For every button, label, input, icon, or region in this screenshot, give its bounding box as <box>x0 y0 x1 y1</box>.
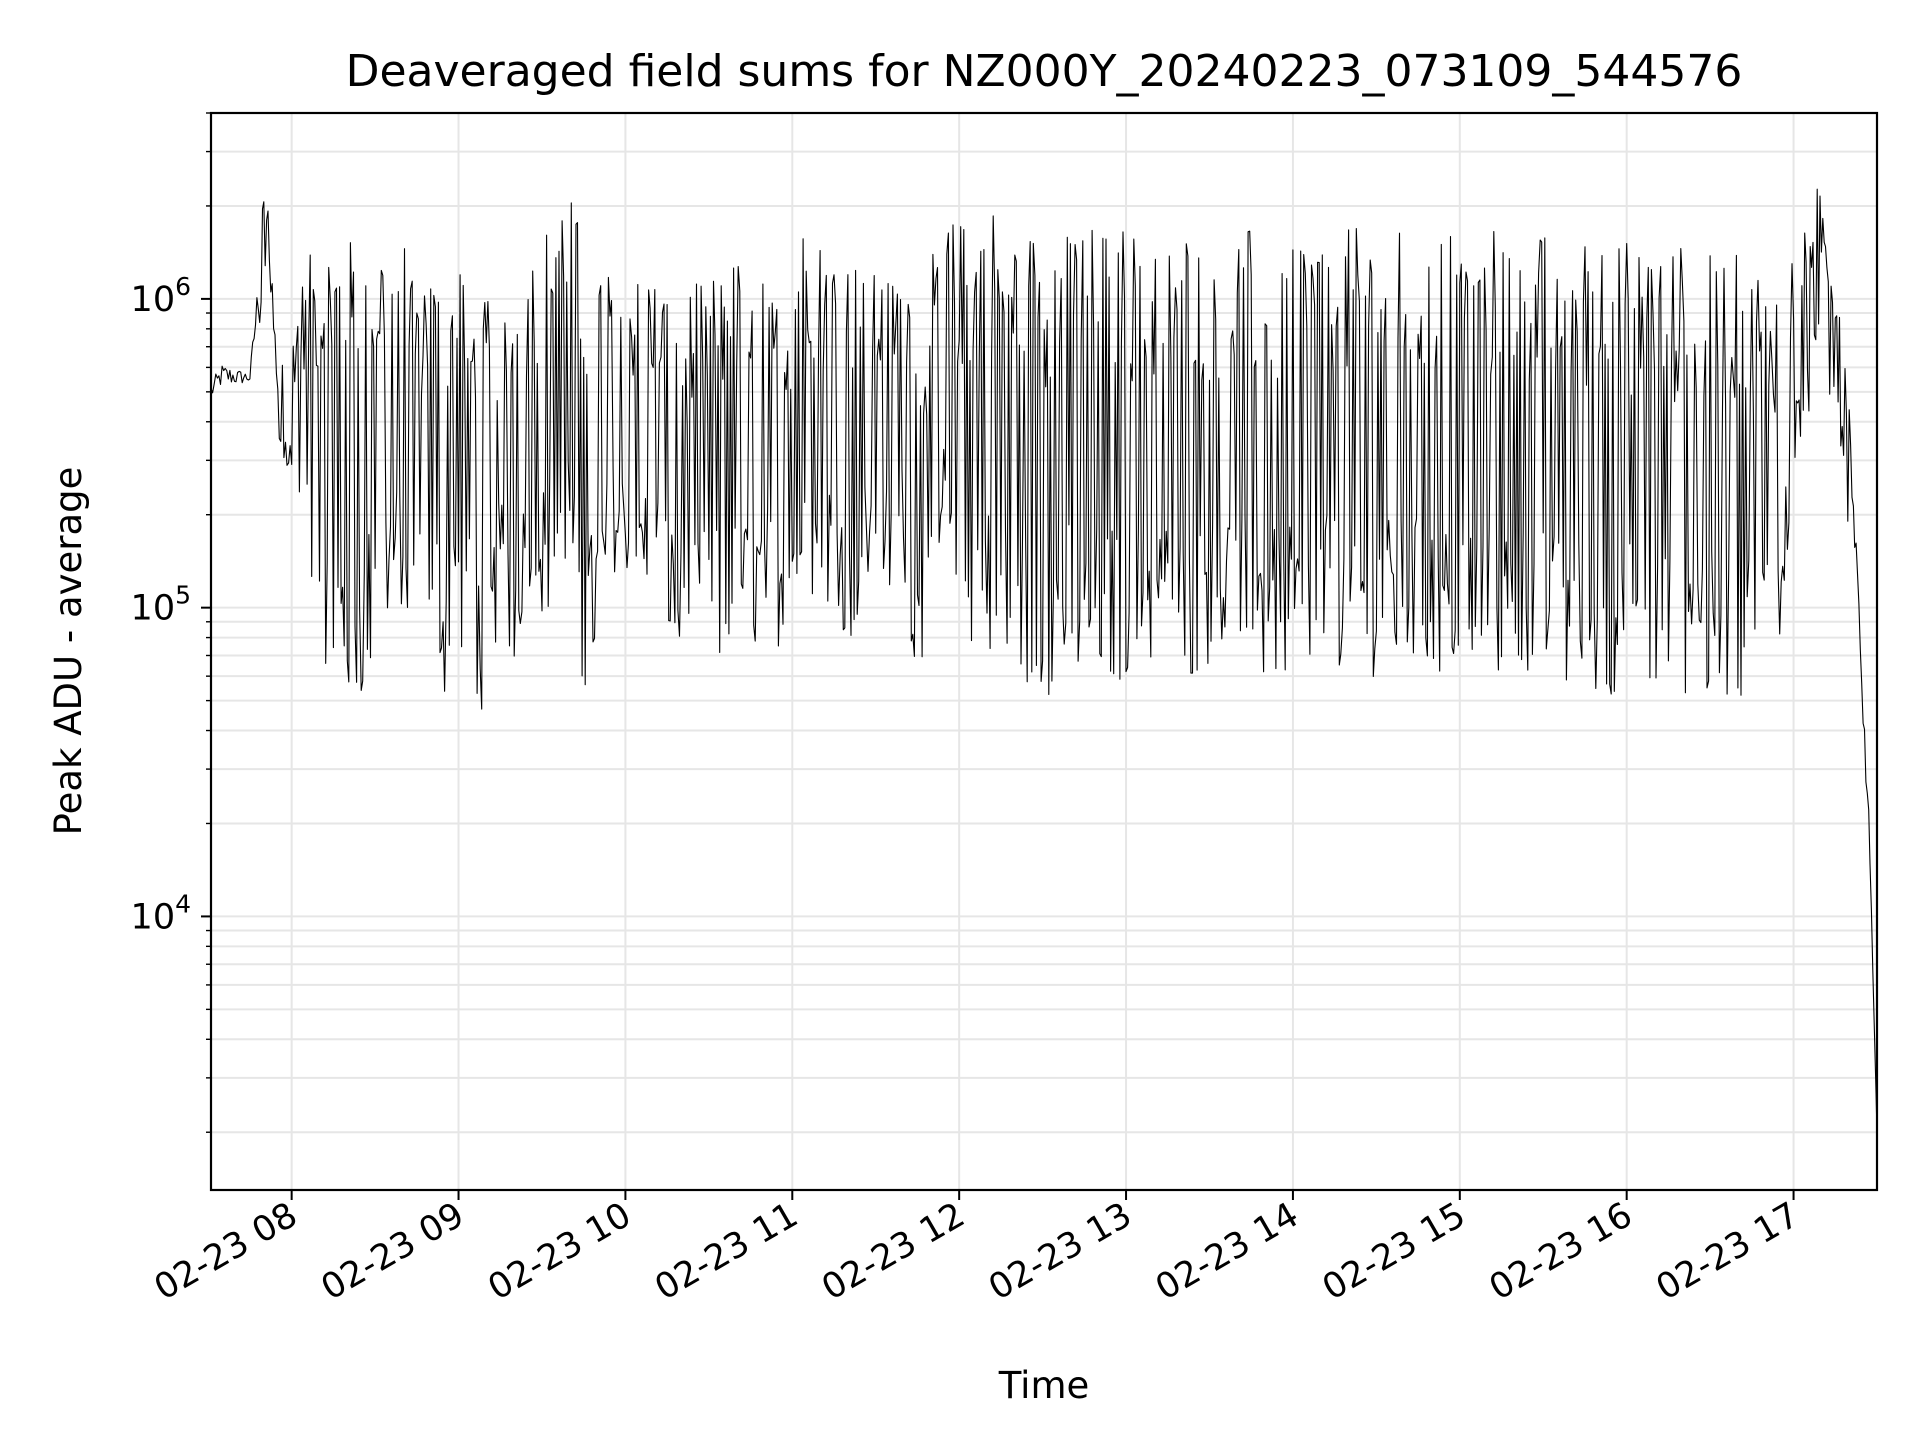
x-axis-label: Time <box>998 1364 1090 1407</box>
y-tick-base: 10 <box>131 897 176 937</box>
y-tick-label: 105 <box>131 581 191 629</box>
y-tick-base: 10 <box>131 280 176 320</box>
y-tick-base: 10 <box>131 589 176 629</box>
y-tick-label: 104 <box>131 889 191 937</box>
series-group <box>210 188 1878 1133</box>
grid-lines <box>211 112 1877 1190</box>
y-tick-exponent: 4 <box>175 889 191 918</box>
y-tick-exponent: 5 <box>175 581 191 610</box>
chart-title: Deaveraged field sums for NZ000Y_2024022… <box>346 46 1743 97</box>
y-axis-label: Peak ADU - average <box>47 467 90 836</box>
series-line <box>210 188 1878 1133</box>
y-tick-label: 106 <box>131 272 191 320</box>
y-tick-exponent: 6 <box>175 272 191 301</box>
plot-frame <box>209 111 1879 1192</box>
